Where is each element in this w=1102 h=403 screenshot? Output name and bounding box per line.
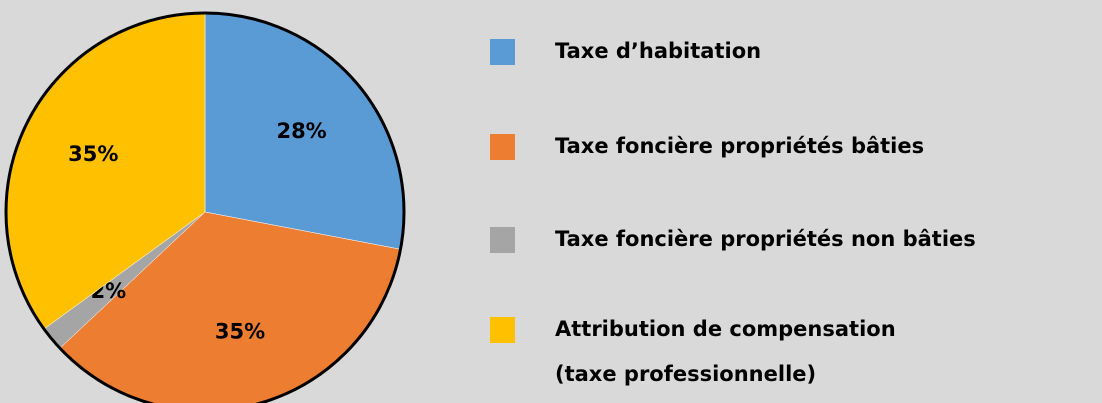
data-label: 28% [276,119,326,143]
legend-swatch [490,227,515,253]
legend-label: Taxe foncière propriétés non bâties [555,227,976,251]
legend-label: Taxe d’habitation [555,39,761,63]
legend-swatch [490,134,515,160]
legend-swatch [490,317,515,343]
legend-label: Taxe foncière propriétés bâties [555,134,924,158]
pie-outline [4,11,406,403]
data-label: 35% [215,319,265,343]
data-label: 35% [68,142,118,166]
legend-swatch [490,39,515,65]
legend-label: Attribution de compensation (taxe profess… [555,317,896,386]
